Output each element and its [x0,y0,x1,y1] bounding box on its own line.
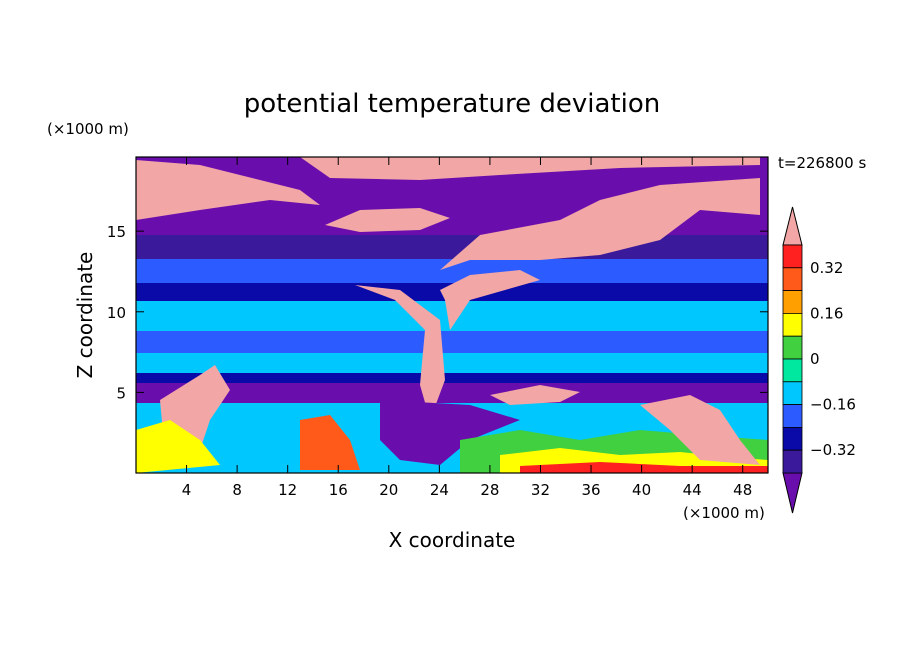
colorbar-segment [782,449,803,474]
band-indigo-upper [136,235,768,259]
lower-red-strip [520,462,768,473]
colorbar-segment [782,312,803,337]
lower-right-blob [640,395,760,465]
x-tick-label: 8 [232,481,242,499]
band-blue-mid [136,331,768,353]
x-unit-label: (×1000 m) [683,504,765,522]
band-purple-low [136,383,768,403]
lower-left-red [300,415,360,470]
colorbar-segment [782,244,803,269]
colorbar-label: 0.16 [810,304,843,322]
plot-area [136,157,768,473]
x-axis: 4 8 12 16 20 24 28 32 36 40 44 48 [182,157,752,499]
x-tick-label: 44 [683,481,702,499]
y-unit-label: (×1000 m) [47,120,129,138]
chart-title: potential temperature deviation [244,89,660,119]
colorbar-segment [782,335,803,360]
y-tick-label: 10 [107,304,126,322]
colorbar-segment [782,290,803,314]
colorbar-segment [782,426,803,451]
plume-stem [440,270,540,330]
colorbar-segment [782,381,803,405]
upper-cloud-top [300,157,760,180]
colorbar-under-triangle [782,472,803,514]
colorbar-label: −0.32 [810,441,856,459]
x-tick-label: 24 [430,481,449,499]
lower-mid-blob [490,385,580,405]
colorbar-segment [782,267,803,291]
y-axis-label: Z coordinate [73,252,97,379]
y-tick-label: 15 [107,223,126,241]
x-tick-label: 32 [531,481,550,499]
colorbar-label: 0 [810,350,820,368]
lower-left-yellow [136,420,220,473]
band-blue-low [136,373,768,383]
x-tick-label: 36 [581,481,600,499]
x-axis-label: X coordinate [389,528,516,552]
x-tick-label: 12 [278,481,297,499]
plot-frame [135,156,769,474]
colorbar: 0.32 0.16 0 −0.16 −0.32 [782,206,856,514]
colorbar-segment [782,404,803,428]
upper-cloud-right [440,178,760,270]
band-cyan-low [136,353,768,373]
anvil-plume [355,285,445,420]
upper-cloud-mid [325,208,450,232]
x-tick-label: 20 [379,481,398,499]
time-label: t=226800 s [778,154,866,172]
lower-purple-trough [380,400,520,465]
y-axis: 5 10 15 [107,223,768,402]
x-tick-label: 40 [632,481,651,499]
x-tick-label: 28 [480,481,499,499]
colorbar-label: −0.16 [810,396,856,414]
colorbar-over-triangle [782,206,803,246]
y-tick-label: 5 [116,384,126,402]
upper-cloud-left [136,160,320,220]
colorbar-label: 0.32 [810,259,843,277]
x-tick-label: 16 [329,481,348,499]
x-tick-label: 4 [182,481,192,499]
colorbar-segment [782,358,803,383]
x-tick-label: 48 [733,481,752,499]
